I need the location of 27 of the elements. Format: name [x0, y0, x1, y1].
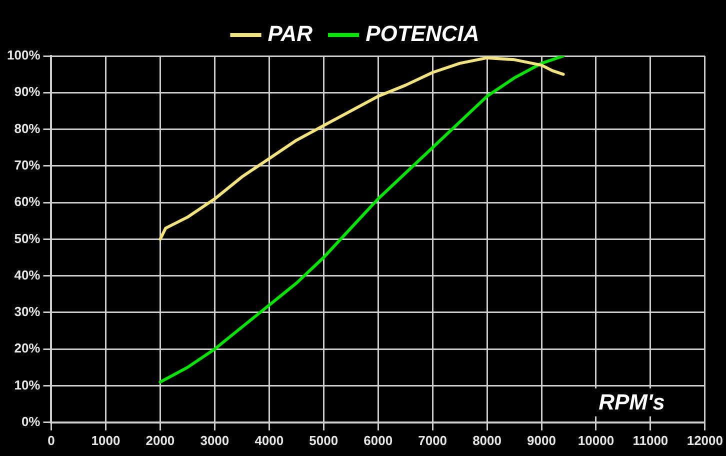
x-tick-label: 7000 — [418, 432, 448, 448]
legend-label: PAR — [268, 21, 313, 46]
y-tick-label: 90% — [14, 84, 41, 100]
y-tick-label: 20% — [14, 340, 41, 356]
x-tick-label: 10000 — [578, 432, 614, 448]
x-tick-label: 9000 — [527, 432, 556, 448]
y-tick-label: 60% — [14, 194, 41, 210]
x-tick-label: 6000 — [364, 432, 393, 448]
x-tick-label: 3000 — [200, 432, 230, 448]
x-axis-title: RPM's — [598, 389, 665, 414]
y-tick-label: 30% — [14, 304, 41, 320]
x-tick-label: 11000 — [632, 432, 668, 448]
y-tick-label: 40% — [14, 267, 41, 282]
x-tick-label: 12000 — [686, 432, 724, 448]
y-tick-label: 100% — [7, 48, 41, 63]
x-tick-label: 8000 — [472, 432, 502, 448]
y-tick-label: 80% — [14, 120, 41, 136]
y-tick-label: 10% — [14, 377, 41, 392]
y-tick-label: 50% — [14, 230, 41, 246]
x-tick-label: 0 — [48, 432, 55, 448]
legend-label: POTENCIA — [366, 21, 480, 46]
x-tick-label: 4000 — [254, 432, 284, 448]
y-tick-label: 70% — [14, 158, 41, 172]
y-tick-label: 0% — [21, 414, 41, 429]
x-tick-label: 1000 — [91, 432, 120, 448]
x-tick-label: 5000 — [309, 432, 338, 448]
x-tick-label: 2000 — [146, 432, 175, 448]
